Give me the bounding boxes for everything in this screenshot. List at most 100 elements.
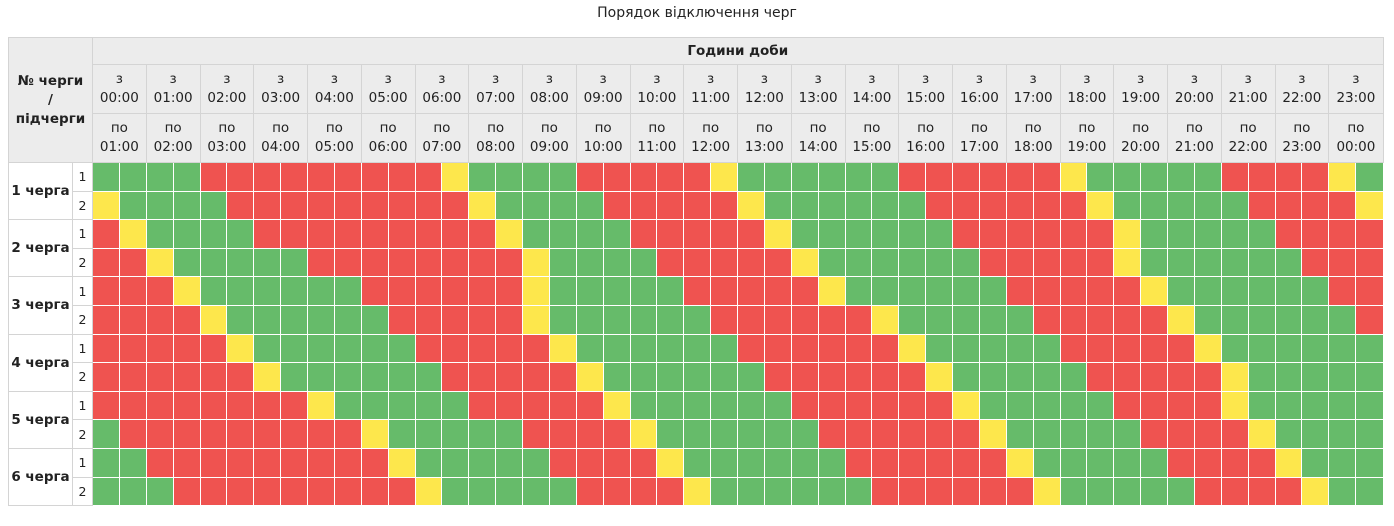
slot-on (656, 333, 685, 364)
slot-off (92, 390, 120, 421)
slot-off (333, 219, 362, 249)
from-word: з (384, 71, 392, 87)
slot-on (333, 333, 362, 364)
from-word: з (330, 71, 338, 87)
slot-off (253, 476, 282, 507)
slot-off (978, 247, 1007, 278)
slot-off (360, 219, 389, 249)
slot-off (1005, 190, 1034, 221)
slot-off (280, 447, 308, 478)
slot-on (468, 476, 497, 507)
sub-queue: 2 (72, 362, 93, 392)
slot-on (1059, 476, 1088, 507)
from-word: з (653, 71, 661, 87)
from-word: з (814, 71, 822, 87)
slot-off (548, 362, 577, 392)
from-time: 07:00 (476, 90, 516, 106)
slot-on (844, 219, 873, 249)
slot-on (1328, 304, 1357, 335)
slot-on (1274, 419, 1303, 449)
slot-on (656, 276, 685, 306)
hour-from: з 16:00 (952, 64, 1007, 114)
hour-to: по 22:00 (1220, 113, 1276, 163)
to-word: по (1185, 120, 1203, 136)
queue-row: 2 (9, 190, 1384, 221)
slot-on (1059, 447, 1088, 478)
slot-off (495, 276, 523, 306)
slot-maybe (629, 419, 658, 449)
slot-on (898, 219, 927, 249)
slot-on (710, 419, 738, 449)
slot-off (441, 276, 470, 306)
slot-off (656, 247, 685, 278)
slot-on (790, 419, 819, 449)
slot-off (1059, 276, 1088, 306)
slot-off (710, 276, 738, 306)
slot-on (1328, 447, 1357, 478)
slot-on (575, 247, 604, 278)
slot-on (871, 162, 900, 192)
to-time: 08:00 (476, 139, 516, 155)
slot-on (172, 247, 201, 278)
slot-on (253, 333, 282, 364)
to-word: по (487, 120, 505, 136)
slot-maybe (1059, 162, 1088, 192)
slot-maybe (548, 333, 577, 364)
slot-on (1274, 333, 1303, 364)
slot-on (898, 276, 927, 306)
slot-off (441, 247, 470, 278)
slot-off (575, 447, 604, 478)
slot-on (145, 190, 174, 221)
slot-on (441, 447, 470, 478)
slot-off (656, 190, 685, 221)
slot-on (1355, 447, 1384, 478)
slot-off (307, 419, 335, 449)
slot-on (1059, 362, 1088, 392)
slot-off (629, 219, 658, 249)
slot-off (1140, 333, 1168, 364)
hour-to: по 23:00 (1274, 113, 1330, 163)
slot-off (978, 190, 1007, 221)
slot-on (333, 390, 362, 421)
slot-on (92, 162, 120, 192)
to-time: 15:00 (852, 139, 892, 155)
slot-on (952, 333, 980, 364)
slot-on (522, 219, 550, 249)
slot-off (468, 304, 497, 335)
slot-on (1032, 390, 1061, 421)
hour-to: по 12:00 (683, 113, 738, 163)
sub-queue: 1 (72, 390, 93, 421)
slot-on (683, 390, 712, 421)
from-word: з (223, 71, 231, 87)
slot-off (441, 304, 470, 335)
hours-title: Години доби (92, 37, 1384, 65)
slot-on (1113, 190, 1142, 221)
to-word: по (1078, 120, 1096, 136)
schedule-table: № черги / підчерги Години доби з 00:00 з 01:00 з… (8, 37, 1384, 507)
slot-off (387, 190, 416, 221)
slot-on (710, 390, 738, 421)
queue-row: 1 черга 1 (8, 161, 1384, 221)
slot-off (710, 219, 738, 249)
queue-name: 1 черга (8, 161, 73, 221)
queue-name: 4 черга (8, 333, 73, 392)
slot-on (495, 447, 523, 478)
slot-off (790, 390, 819, 421)
slot-off (495, 390, 523, 421)
slot-maybe (656, 447, 685, 478)
slot-maybe (522, 247, 550, 278)
slot-on (92, 476, 120, 507)
slot-on (360, 304, 389, 335)
slot-off (1140, 304, 1168, 335)
slot-on (1032, 333, 1061, 364)
slot-maybe (1032, 476, 1061, 507)
slot-maybe (1140, 276, 1168, 306)
hour-to: по 08:00 (468, 113, 523, 163)
slot-on (817, 447, 846, 478)
slot-on (683, 447, 712, 478)
slot-on (1328, 419, 1357, 449)
slot-off (1032, 276, 1061, 306)
slot-on (629, 304, 658, 335)
slot-on (1220, 219, 1249, 249)
slot-on (145, 162, 174, 192)
